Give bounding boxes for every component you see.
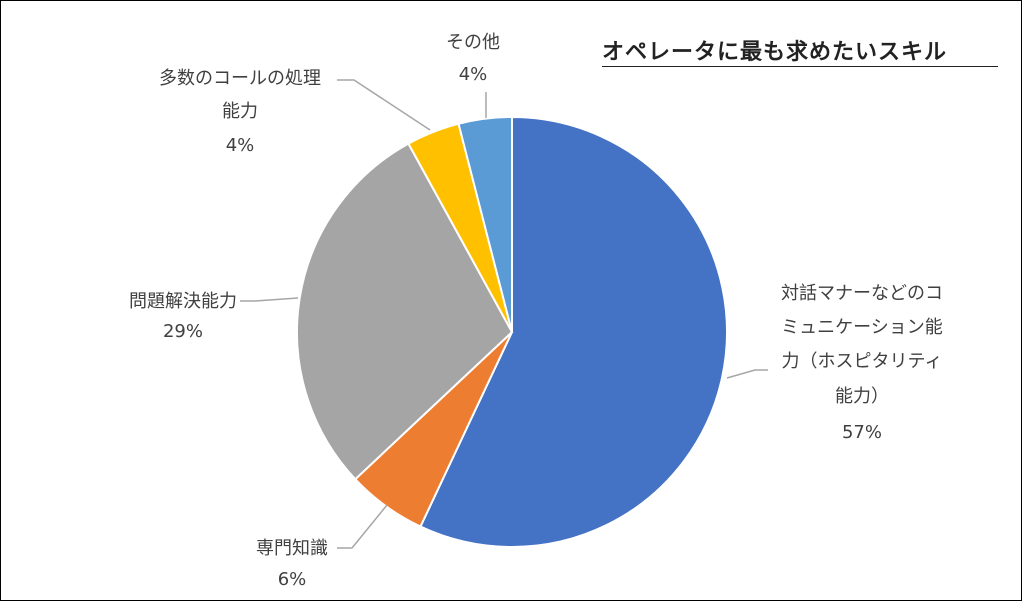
data-label-problem-solving: 問題解決能力	[129, 291, 237, 312]
data-label-communication-line-2: ミュニケーション能	[781, 317, 943, 338]
slice-communication	[419, 115, 728, 548]
chart-title: オペレータに最も求めたいスキル	[602, 40, 948, 65]
chart-title-underline	[602, 66, 998, 67]
data-label-other: その他	[446, 32, 500, 53]
pie-slices	[296, 115, 728, 548]
data-label-problem-solving-percent: 29%	[163, 321, 203, 342]
data-label-call-handling-line-1: 多数のコールの処理	[159, 68, 321, 89]
data-label-call-handling-percent: 4%	[226, 135, 255, 156]
leader-line-problem-solving	[240, 297, 299, 302]
data-label-communication-percent: 57%	[842, 422, 882, 443]
leader-line-communication	[726, 369, 768, 379]
leader-lines	[240, 79, 768, 549]
data-label-expertise-percent: 6%	[278, 569, 307, 590]
data-label-expertise: 専門知識	[256, 538, 328, 559]
data-labels: 対話マナーなどのコ ミュニケーション能 力（ホスピタリティ 能力） 57% 専門…	[129, 32, 943, 590]
data-label-communication-line-3: 力（ホスピタリティ	[782, 351, 943, 372]
leader-line-call-handling	[337, 79, 431, 131]
slice-problem-solving	[296, 142, 514, 481]
data-label-communication-line-1: 対話マナーなどのコ	[781, 283, 943, 304]
data-label-call-handling-line-2: 能力	[222, 101, 258, 122]
slice-other	[457, 115, 513, 333]
data-label-other-percent: 4%	[459, 64, 488, 85]
leader-line-expertise	[337, 504, 388, 549]
data-label-communication-line-4: 能力）	[835, 386, 889, 407]
